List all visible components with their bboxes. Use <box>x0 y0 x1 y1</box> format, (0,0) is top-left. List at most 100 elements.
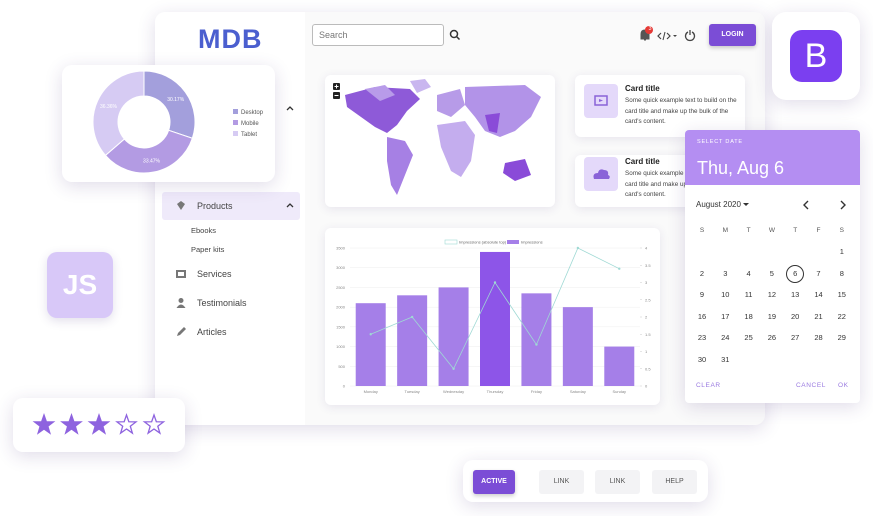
x-tick-label: Friday <box>531 389 542 394</box>
day[interactable]: 13 <box>791 290 800 299</box>
rating-card <box>13 398 185 452</box>
button[interactable]: LINK <box>539 470 584 494</box>
day[interactable]: 16 <box>697 311 707 321</box>
day[interactable]: 24 <box>721 333 730 342</box>
day[interactable]: 20 <box>791 311 800 321</box>
day[interactable]: 6 <box>786 264 805 283</box>
y2-tick-label: 2.5 <box>645 297 651 302</box>
line-point <box>618 267 621 270</box>
sidebar-subitem[interactable]: Paper kits <box>191 245 225 254</box>
y2-tick-label: 0.5 <box>645 366 651 371</box>
y-tick-label: 0 <box>343 384 346 389</box>
chevron[interactable] <box>285 104 295 114</box>
day[interactable]: 14 <box>814 290 823 299</box>
bar <box>438 287 469 386</box>
day[interactable]: 19 <box>767 311 777 321</box>
dashboard: MDB Search 3 LOGIN Products Ebooks Paper… <box>155 12 765 425</box>
clear-button[interactable]: CLEAR <box>696 382 721 389</box>
day[interactable]: 25 <box>744 333 753 342</box>
day[interactable]: 28 <box>814 333 823 342</box>
region <box>437 121 475 177</box>
prev-month[interactable] <box>801 200 811 210</box>
star[interactable] <box>60 413 83 435</box>
y-tick-label: 3500 <box>336 246 346 251</box>
month-dropdown[interactable] <box>741 201 751 209</box>
star[interactable] <box>115 413 138 435</box>
day[interactable]: 21 <box>814 311 823 321</box>
day[interactable]: 9 <box>699 290 705 299</box>
day[interactable]: 2 <box>699 268 705 278</box>
map-card <box>325 75 555 207</box>
bar <box>521 293 552 386</box>
y-tick-label: 1500 <box>336 324 346 329</box>
y2-tick-label: 3 <box>645 280 648 285</box>
month-label[interactable]: August 2020 <box>696 200 741 209</box>
day[interactable]: 30 <box>697 354 707 364</box>
day[interactable]: 17 <box>721 311 730 321</box>
legend-swatch <box>233 120 238 125</box>
datepicker-header <box>685 130 860 185</box>
day[interactable]: 12 <box>767 290 777 299</box>
rating <box>32 413 166 435</box>
y2-tick-label: 1.5 <box>645 332 651 337</box>
day[interactable]: 4 <box>746 268 751 278</box>
active-item[interactable] <box>162 192 300 220</box>
day[interactable]: 11 <box>744 290 753 299</box>
day[interactable]: 15 <box>837 290 846 299</box>
day[interactable]: 31 <box>721 354 730 364</box>
day[interactable]: 1 <box>839 247 844 256</box>
weekday: M <box>722 227 728 234</box>
login-button[interactable]: LOGIN <box>709 24 756 46</box>
slice-label: 33.47% <box>143 158 161 164</box>
day[interactable]: 29 <box>837 333 846 342</box>
next-month[interactable] <box>838 200 848 210</box>
search-placeholder: Search <box>319 30 348 40</box>
x-tick-label: Saturday <box>570 389 586 394</box>
region <box>410 79 431 93</box>
chevron[interactable] <box>285 201 295 211</box>
y2-tick-label: 3.5 <box>645 263 651 268</box>
day[interactable]: 26 <box>767 333 777 342</box>
doughnut-chart: 30.17% Desktop 33.47% Mobile 36.36% Tablet <box>92 70 264 174</box>
star[interactable] <box>87 413 111 435</box>
x-tick-label: Monday <box>364 389 378 394</box>
doughnut-card: 30.17% Desktop 33.47% Mobile 36.36% Tablet <box>62 65 275 182</box>
star[interactable] <box>32 413 56 435</box>
day[interactable]: 10 <box>721 290 730 299</box>
day[interactable]: 22 <box>837 311 846 321</box>
cancel-button[interactable]: CANCEL <box>796 382 826 389</box>
day[interactable]: 18 <box>744 311 753 321</box>
day[interactable]: 5 <box>769 268 774 278</box>
line-point <box>535 343 538 346</box>
products-icon <box>177 201 185 210</box>
day[interactable]: 23 <box>697 333 707 342</box>
sidebar-item[interactable]: Products <box>197 201 233 211</box>
y2-tick-label: 1 <box>645 349 648 354</box>
star[interactable] <box>142 413 166 435</box>
day[interactable]: 27 <box>791 333 800 342</box>
card-icon <box>584 84 618 118</box>
sidebar-item[interactable]: Articles <box>197 327 227 337</box>
button[interactable]: HELP <box>652 470 697 494</box>
sidebar-item[interactable]: Testimonials <box>197 298 247 308</box>
day[interactable]: 7 <box>816 268 821 278</box>
legend-swatch <box>233 109 238 114</box>
sidebar-item[interactable]: Services <box>197 269 232 279</box>
datepicker-label: SELECT DATE <box>697 139 743 145</box>
testimonials-icon <box>176 298 186 308</box>
legend-swatch <box>233 131 238 136</box>
y2-tick-label: 4 <box>645 246 648 251</box>
button[interactable]: ACTIVE <box>473 470 515 494</box>
day[interactable]: 3 <box>723 268 728 278</box>
sidebar-subitem[interactable]: Ebooks <box>191 226 217 235</box>
y-tick-label: 1000 <box>336 344 346 349</box>
button[interactable]: LINK <box>595 470 640 494</box>
ok-button[interactable]: OK <box>838 382 849 389</box>
search-input[interactable]: Search <box>312 24 444 46</box>
search-icon[interactable] <box>448 28 462 42</box>
bar <box>480 251 510 386</box>
region <box>465 85 541 137</box>
day[interactable]: 8 <box>839 268 844 278</box>
legend-label: Tablet <box>241 132 257 138</box>
toolbar-icons[interactable] <box>637 26 697 46</box>
